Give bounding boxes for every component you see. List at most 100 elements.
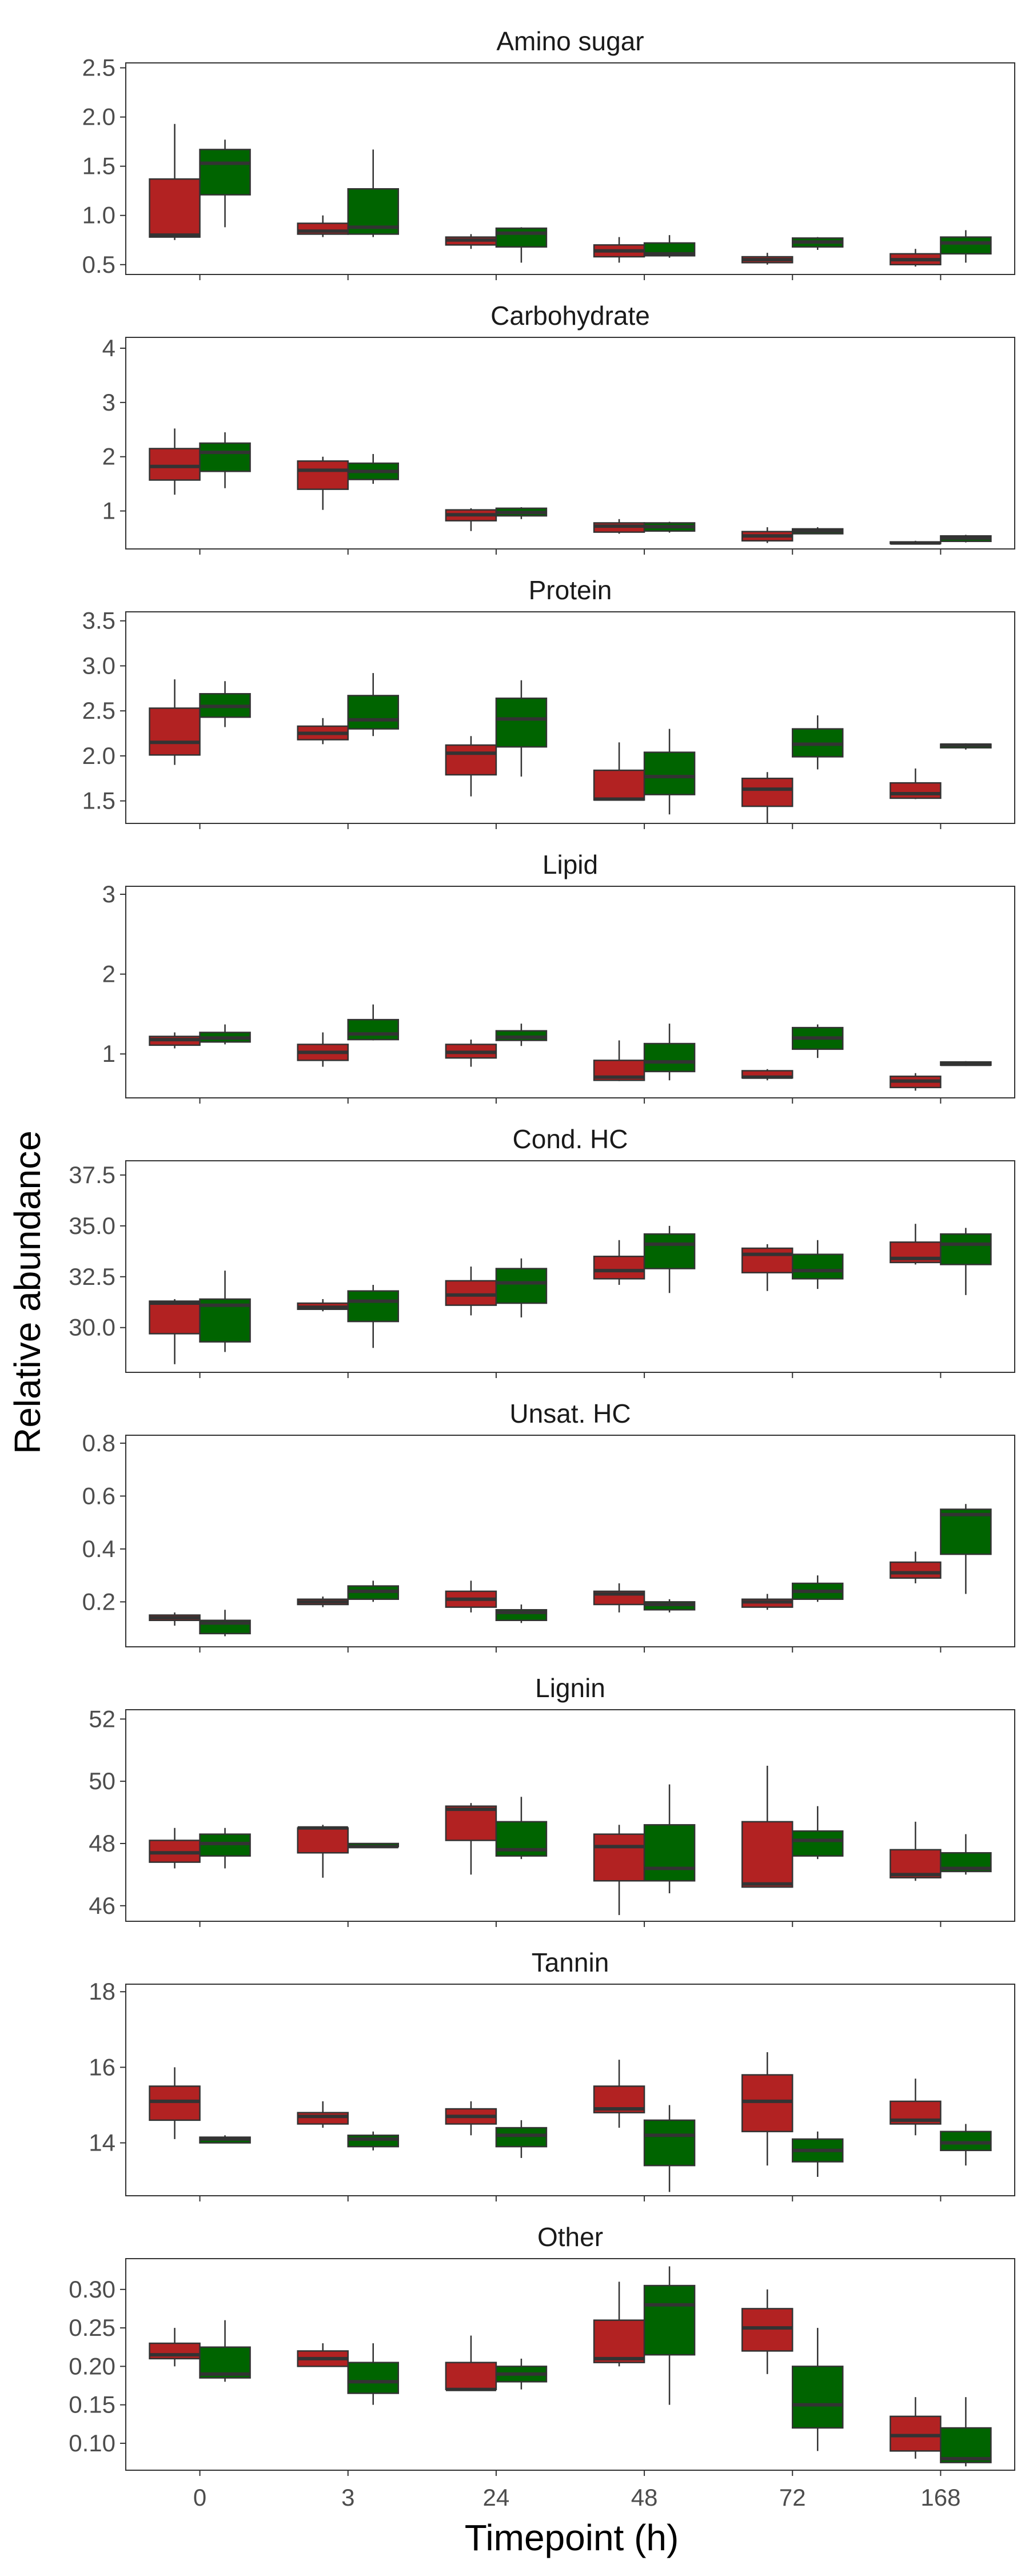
box-group-b-0 xyxy=(199,2320,251,2382)
box-body xyxy=(890,2415,942,2452)
y-tick-label: 0.2 xyxy=(82,1588,115,1615)
box-group-a-3 xyxy=(297,1032,349,1067)
box-group-a-72 xyxy=(741,2289,793,2374)
box-group-a-3 xyxy=(297,215,349,237)
x-tick-label: 24 xyxy=(483,2484,510,2511)
box-group-a-48 xyxy=(593,742,645,801)
box-body xyxy=(940,2131,992,2151)
y-tick-label: 48 xyxy=(89,1830,115,1857)
box-group-a-72 xyxy=(741,2052,793,2166)
box-body xyxy=(347,1018,399,1041)
panel-title: Carbohydrate xyxy=(490,301,650,331)
box-body xyxy=(643,751,696,795)
box-group-a-72 xyxy=(741,1765,793,1888)
panel-border xyxy=(125,1435,1015,1647)
box-group-b-168 xyxy=(940,1061,992,1066)
panel-title: Cond. HC xyxy=(513,1124,628,1154)
box-group-a-3 xyxy=(297,1596,349,1607)
box-group-b-0 xyxy=(199,2135,251,2144)
box-group-b-72 xyxy=(792,2131,844,2177)
box-group-b-48 xyxy=(643,2105,696,2192)
box-body xyxy=(593,769,645,801)
box-group-b-72 xyxy=(792,715,844,770)
box-group-b-48 xyxy=(643,728,696,815)
box-body xyxy=(149,707,201,756)
y-tick-label: 50 xyxy=(89,1767,115,1794)
box-body xyxy=(149,178,201,238)
box-group-a-24 xyxy=(445,736,497,797)
y-tick-label: 1.0 xyxy=(82,202,115,229)
box-group-a-24 xyxy=(445,1267,497,1316)
y-tick-label: 46 xyxy=(89,1892,115,1919)
box-group-a-0 xyxy=(149,428,201,495)
panels-group: Amino sugar 0.5 1.0 1.5 2.0 2.5 Carbohydrate 1 2… xyxy=(69,26,1015,2511)
panel-title: Other xyxy=(537,2222,603,2252)
box-body xyxy=(890,782,942,799)
box-group-b-168 xyxy=(940,743,992,750)
box-group-b-24 xyxy=(495,507,548,519)
panel-title: Unsat. HC xyxy=(509,1399,631,1428)
box-group-a-0 xyxy=(149,2328,201,2367)
y-tick-label: 37.5 xyxy=(69,1161,115,1188)
box-body xyxy=(495,697,548,748)
box-group-a-72 xyxy=(741,1594,793,1610)
x-tick-label: 72 xyxy=(779,2484,806,2511)
y-tick-label: 1.5 xyxy=(82,153,115,180)
box-group-b-0 xyxy=(199,1828,251,1869)
box-body xyxy=(297,460,349,490)
box-group-b-0 xyxy=(199,1610,251,1637)
panel-title: Lignin xyxy=(535,1673,605,1703)
y-tick-label: 0.20 xyxy=(69,2352,115,2379)
box-group-a-168 xyxy=(890,1821,942,1881)
box-body xyxy=(495,227,548,248)
box-body xyxy=(199,149,251,196)
box-group-a-48 xyxy=(593,2060,645,2128)
box-group-a-0 xyxy=(149,679,201,765)
box-group-a-24 xyxy=(445,508,497,531)
box-group-a-0 xyxy=(149,1828,201,1869)
panel-title: Protein xyxy=(529,575,612,605)
y-tick-label: 0.6 xyxy=(82,1482,115,1509)
box-body xyxy=(643,1824,696,1882)
box-group-a-168 xyxy=(890,768,942,799)
panel-5: Unsat. HC 0.2 0.4 0.6 0.8 xyxy=(82,1399,1015,1653)
y-tick-label: 2.0 xyxy=(82,103,115,130)
box-body xyxy=(643,2284,696,2356)
panel-0: Amino sugar 0.5 1.0 1.5 2.0 2.5 xyxy=(82,26,1015,280)
box-group-b-168 xyxy=(940,2397,992,2467)
box-group-b-0 xyxy=(199,1271,251,1352)
panel-1: Carbohydrate 1 2 3 4 xyxy=(102,301,1015,555)
box-body xyxy=(347,2135,399,2148)
box-body xyxy=(643,1233,696,1269)
box-group-a-3 xyxy=(297,718,349,744)
box-group-b-24 xyxy=(495,680,548,777)
box-body xyxy=(792,1253,844,1280)
panel-8: Other 0.10 0.15 0.20 0.25 0.30 0 3 24 48 72 168 xyxy=(69,2222,1015,2511)
box-group-b-168 xyxy=(940,2124,992,2166)
y-tick-label: 14 xyxy=(89,2129,115,2156)
box-group-b-48 xyxy=(643,1024,696,1081)
box-group-b-48 xyxy=(643,235,696,258)
panel-3: Lipid 1 2 3 xyxy=(102,850,1015,1104)
box-group-b-24 xyxy=(495,227,548,263)
y-tick-label: 30.0 xyxy=(69,1314,115,1341)
panel-border xyxy=(125,886,1015,1098)
y-tick-label: 1.5 xyxy=(82,787,115,814)
box-body xyxy=(792,2366,844,2429)
panel-border xyxy=(125,1984,1015,2196)
box-group-a-48 xyxy=(593,1240,645,1285)
box-group-b-168 xyxy=(940,1504,992,1594)
box-group-b-0 xyxy=(199,1024,251,1045)
panel-7: Tannin 14 16 18 xyxy=(89,1948,1015,2201)
box-body xyxy=(593,1255,645,1280)
box-group-a-72 xyxy=(741,772,793,823)
box-group-b-3 xyxy=(347,453,399,484)
box-body xyxy=(445,1805,497,1841)
box-group-a-24 xyxy=(445,1580,497,1613)
box-group-b-0 xyxy=(199,681,251,727)
box-group-b-24 xyxy=(495,1604,548,1623)
y-tick-label: 2.5 xyxy=(82,697,115,724)
box-body xyxy=(347,2362,399,2394)
box-group-a-48 xyxy=(593,237,645,263)
